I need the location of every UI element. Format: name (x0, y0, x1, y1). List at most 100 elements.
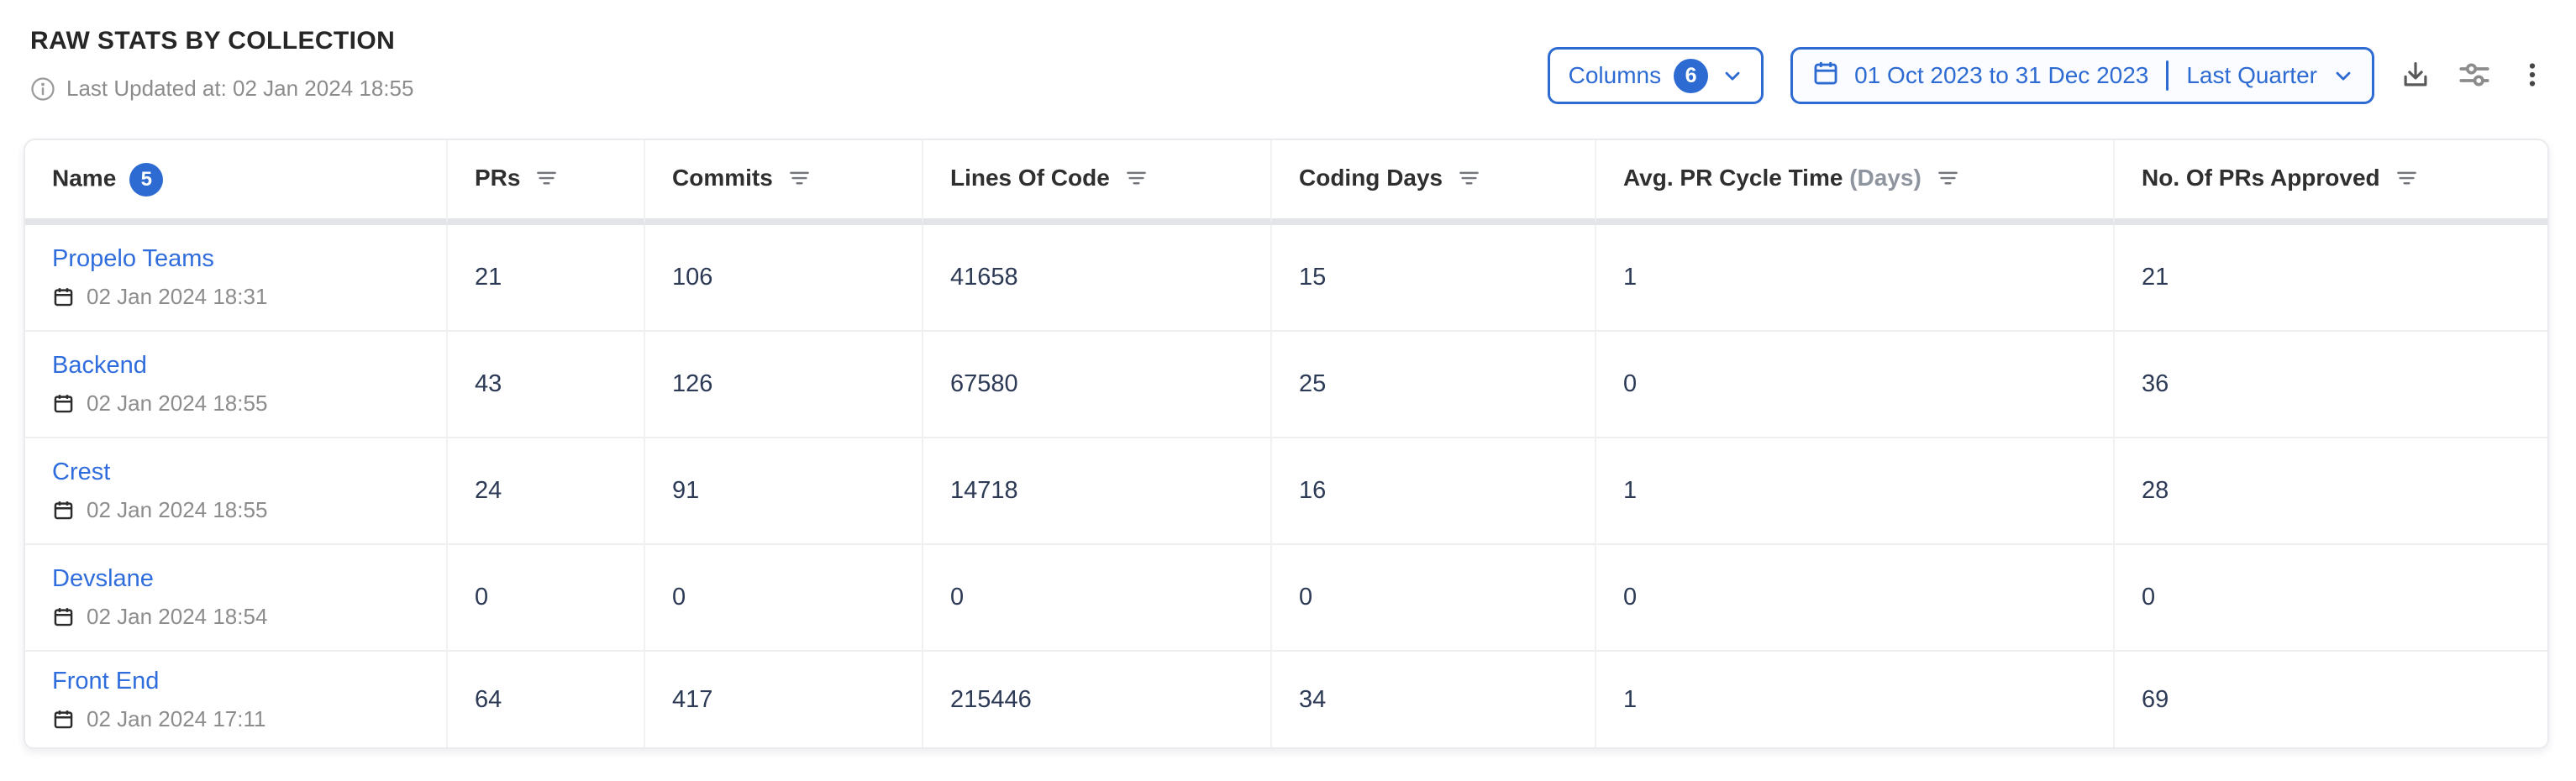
calendar-icon (52, 392, 75, 415)
commits-cell: 417 (645, 652, 923, 747)
table-header-row: Name 5 PRs Commits Lines Of Code Coding D… (25, 140, 2547, 225)
row-updated-text: 02 Jan 2024 18:54 (87, 604, 268, 629)
column-header-name: Name 5 (25, 140, 448, 225)
row-updated: 02 Jan 2024 18:54 (52, 604, 429, 630)
prs-approved-cell: 28 (2115, 438, 2547, 545)
columns-count-badge: 6 (1674, 58, 1709, 93)
collection-link[interactable]: Devslane (52, 565, 154, 592)
page-title: RAW STATS BY COLLECTION (30, 27, 396, 55)
stats-table: Name 5 PRs Commits Lines Of Code Coding D… (24, 139, 2549, 749)
collection-link[interactable]: Backend (52, 352, 147, 379)
title-block: RAW STATS BY COLLECTION Last Updated at:… (30, 27, 413, 102)
last-updated-text: Last Updated at: 02 Jan 2024 18:55 (66, 76, 414, 101)
name-cell: Front End 02 Jan 2024 17:11 (25, 652, 448, 747)
prs-approved-cell: 21 (2115, 225, 2547, 332)
row-updated-text: 02 Jan 2024 18:55 (87, 390, 268, 416)
prs-cell: 0 (448, 545, 645, 652)
header-suffix: (Days) (1849, 164, 1921, 191)
date-preset-label[interactable]: Last Quarter (2186, 62, 2317, 88)
row-updated-text: 02 Jan 2024 18:31 (87, 284, 268, 309)
table-row: Front End 02 Jan 2024 17:11 64 417 21544… (25, 652, 2547, 747)
last-updated-row: Last Updated at: 02 Jan 2024 18:55 (30, 76, 413, 102)
prs-cell: 43 (448, 332, 645, 438)
name-cell: Devslane 02 Jan 2024 18:54 (25, 545, 448, 652)
prs-cell: 24 (448, 438, 645, 545)
prs-approved-cell: 0 (2115, 545, 2547, 652)
date-range-text: 01 Oct 2023 to 31 Dec 2023 (1854, 62, 2149, 88)
coding-days-cell: 34 (1272, 652, 1596, 747)
calendar-icon (52, 605, 75, 628)
column-header-coding-days: Coding Days (1272, 140, 1596, 225)
prs-cell: 64 (448, 652, 645, 747)
table-row: Devslane 02 Jan 2024 18:54 0 0 0 0 0 0 (25, 545, 2547, 652)
prs-approved-cell: 36 (2115, 332, 2547, 438)
filter-icon[interactable] (2395, 168, 2418, 194)
coding-days-cell: 16 (1272, 438, 1596, 545)
row-updated: 02 Jan 2024 17:11 (52, 706, 429, 732)
commits-cell: 106 (645, 225, 923, 332)
chevron-down-icon (1721, 64, 1744, 87)
filter-icon[interactable] (788, 168, 811, 194)
toolbar: Columns 6 01 Oct 2023 to 31 Dec 2023 Las… (1547, 47, 2547, 104)
filter-icon[interactable] (535, 168, 558, 194)
avg-pr-cycle-time-cell: 1 (1596, 652, 2115, 747)
name-cell: Propelo Teams 02 Jan 2024 18:31 (25, 225, 448, 332)
coding-days-cell: 0 (1272, 545, 1596, 652)
table-row: Crest 02 Jan 2024 18:55 24 91 14718 16 1… (25, 438, 2547, 545)
name-cell: Crest 02 Jan 2024 18:55 (25, 438, 448, 545)
table-row: Propelo Teams 02 Jan 2024 18:31 21 106 4… (25, 225, 2547, 332)
collection-link[interactable]: Propelo Teams (52, 245, 214, 272)
calendar-icon (52, 708, 75, 731)
download-icon (2400, 59, 2431, 93)
prs-approved-cell: 69 (2115, 652, 2547, 747)
commits-cell: 126 (645, 332, 923, 438)
collection-link[interactable]: Crest (52, 459, 111, 485)
avg-pr-cycle-time-cell: 1 (1596, 438, 2115, 545)
row-updated-text: 02 Jan 2024 17:11 (87, 705, 266, 731)
download-button[interactable] (2400, 59, 2431, 93)
table-body: Propelo Teams 02 Jan 2024 18:31 21 106 4… (25, 225, 2547, 747)
lines-of-code-cell: 41658 (923, 225, 1272, 332)
calendar-icon (52, 286, 75, 308)
coding-days-cell: 15 (1272, 225, 1596, 332)
column-header-lines-of-code: Lines Of Code (923, 140, 1272, 225)
lines-of-code-cell: 67580 (923, 332, 1272, 438)
more-button[interactable] (2517, 60, 2547, 92)
chevron-down-icon (2332, 64, 2355, 87)
lines-of-code-cell: 14718 (923, 438, 1272, 545)
name-cell: Backend 02 Jan 2024 18:55 (25, 332, 448, 438)
column-header-prs: PRs (448, 140, 645, 225)
columns-label: Columns (1568, 62, 1662, 88)
calendar-icon (52, 499, 75, 522)
lines-of-code-cell: 215446 (923, 652, 1272, 747)
filter-icon[interactable] (1458, 168, 1480, 194)
settings-button[interactable] (2457, 57, 2492, 95)
commits-cell: 91 (645, 438, 923, 545)
date-range-button[interactable]: 01 Oct 2023 to 31 Dec 2023 Last Quarter (1790, 47, 2374, 104)
info-icon (30, 76, 55, 102)
commits-cell: 0 (645, 545, 923, 652)
avg-pr-cycle-time-cell: 1 (1596, 225, 2115, 332)
row-updated-text: 02 Jan 2024 18:55 (87, 497, 268, 522)
coding-days-cell: 25 (1272, 332, 1596, 438)
filter-icon[interactable] (1125, 168, 1148, 194)
kebab-icon (2517, 60, 2547, 92)
avg-pr-cycle-time-cell: 0 (1596, 545, 2115, 652)
row-updated: 02 Jan 2024 18:31 (52, 284, 429, 310)
collection-link[interactable]: Front End (52, 667, 160, 695)
column-header-prs-approved: No. Of PRs Approved (2115, 140, 2547, 225)
columns-button[interactable]: Columns 6 (1547, 47, 1764, 104)
column-header-avg-pr-cycle-time: Avg. PR Cycle Time (Days) (1596, 140, 2115, 225)
name-count-badge: 5 (129, 162, 164, 197)
calendar-icon (1811, 59, 1840, 93)
table-row: Backend 02 Jan 2024 18:55 43 126 67580 2… (25, 332, 2547, 438)
sliders-icon (2457, 57, 2492, 95)
avg-pr-cycle-time-cell: 0 (1596, 332, 2115, 438)
lines-of-code-cell: 0 (923, 545, 1272, 652)
row-updated: 02 Jan 2024 18:55 (52, 497, 429, 523)
column-header-commits: Commits (645, 140, 923, 225)
date-divider (2166, 60, 2169, 91)
prs-cell: 21 (448, 225, 645, 332)
filter-icon[interactable] (1937, 168, 1959, 194)
